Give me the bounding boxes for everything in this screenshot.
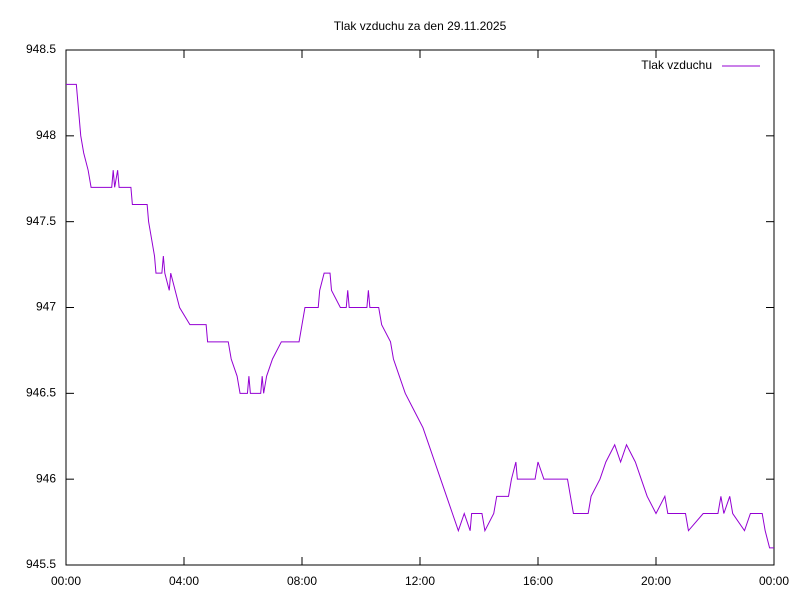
y-tick-label: 948.5 (26, 42, 56, 56)
line-series (66, 83, 774, 549)
y-tick-label: 948 (36, 128, 56, 142)
x-tick-label: 08:00 (287, 574, 317, 588)
x-tick-label: 00:00 (759, 574, 789, 588)
x-tick-label: 00:00 (51, 574, 81, 588)
y-tick-label: 947 (36, 300, 56, 314)
chart-title: Tlak vzduchu za den 29.11.2025 (334, 19, 507, 33)
y-tick-label: 946.5 (26, 386, 56, 400)
x-tick-label: 04:00 (169, 574, 199, 588)
legend-label: Tlak vzduchu (641, 58, 712, 72)
x-tick-label: 16:00 (523, 574, 553, 588)
y-tick-label: 946 (36, 471, 56, 485)
y-tick-label: 947.5 (26, 214, 56, 228)
x-tick-label: 12:00 (405, 574, 435, 588)
y-tick-label: 945.5 (26, 557, 56, 571)
x-tick-label: 20:00 (641, 574, 671, 588)
